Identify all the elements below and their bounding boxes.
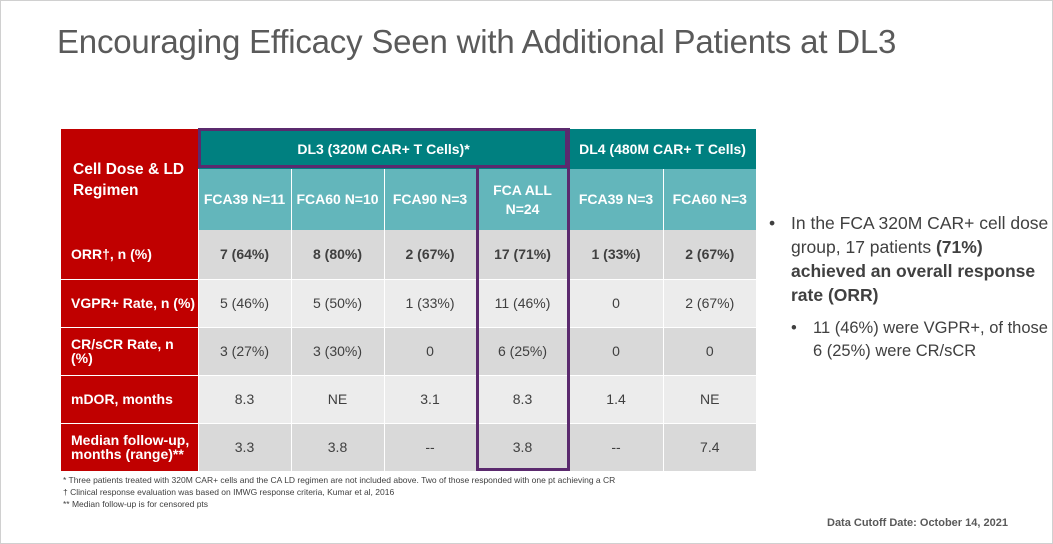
- table-cell: 1 (33%): [383, 279, 476, 328]
- bullet-main-bold: (71%) achieved an overall response rate …: [791, 237, 1036, 305]
- bullet-sub: • 11 (46%) were VGPR+, of those 6 (25%) …: [769, 317, 1049, 363]
- table-cell: NE: [662, 375, 757, 424]
- row-label: VGPR+ Rate, n (%): [61, 279, 198, 328]
- table-cell: 6 (25%): [475, 327, 570, 376]
- footnote: ** Median follow-up is for censored pts: [63, 499, 209, 509]
- column-header: FCA90 N=3: [383, 169, 476, 230]
- row-label: mDOR, months: [61, 375, 198, 424]
- column-header: FCA ALL N=24: [475, 169, 570, 230]
- data-cutoff-date: Data Cutoff Date: October 14, 2021: [827, 517, 1008, 529]
- bullet-main-text: In the FCA 320M CAR+ cell dose group, 17…: [791, 213, 1049, 257]
- column-header: FCA60 N=10: [290, 169, 384, 230]
- table-cell: 0: [568, 279, 664, 328]
- table-cell: 3.3: [197, 423, 291, 472]
- row-label: Median follow-up, months (range)**: [61, 423, 198, 472]
- row-label: CR/sCR Rate, n (%): [61, 327, 198, 376]
- bullet-sub-text: 11 (46%) were VGPR+, of those 6 (25%) we…: [813, 319, 1048, 360]
- table-row: VGPR+ Rate, n (%) 5 (46%) 5 (50%) 1 (33%…: [61, 279, 757, 328]
- table-row: mDOR, months 8.3 NE 3.1 8.3 1.4 NE: [61, 375, 757, 424]
- column-header: FCA39 N=3: [568, 169, 664, 230]
- group-header-dl3: DL3 (320M CAR+ T Cells)*: [198, 129, 570, 169]
- table-cell: 7.4: [662, 423, 757, 472]
- table-cell: 5 (46%): [197, 279, 291, 328]
- table-cell: 5 (50%): [290, 279, 384, 328]
- bullet-dot-icon: •: [769, 213, 776, 233]
- table-cell: 3 (30%): [290, 327, 384, 376]
- table-cell: 2 (67%): [662, 279, 757, 328]
- table-cell: --: [383, 423, 476, 472]
- table-cell: 2 (67%): [662, 230, 757, 280]
- table-cell: 0: [568, 327, 664, 376]
- efficacy-table: Cell Dose & LD Regimen DL3 (320M CAR+ T …: [61, 129, 757, 472]
- table-cell: 0: [662, 327, 757, 376]
- table-row: Median follow-up, months (range)** 3.3 3…: [61, 423, 757, 472]
- table-cell: 3 (27%): [197, 327, 291, 376]
- table-corner-header: Cell Dose & LD Regimen: [61, 129, 198, 230]
- group-header-dl4: DL4 (480M CAR+ T Cells): [569, 129, 757, 169]
- table-row: ORR†, n (%) 7 (64%) 8 (80%) 2 (67%) 17 (…: [61, 230, 757, 280]
- key-findings: • In the FCA 320M CAR+ cell dose group, …: [769, 211, 1049, 363]
- bullet-main: • In the FCA 320M CAR+ cell dose group, …: [769, 211, 1049, 307]
- table-cell: 8.3: [475, 375, 570, 424]
- table-cell: 1 (33%): [568, 230, 664, 280]
- table-cell: 17 (71%): [475, 230, 570, 280]
- table-cell: 3.1: [383, 375, 476, 424]
- footnote: † Clinical response evaluation was based…: [63, 487, 395, 497]
- column-header: FCA60 N=3: [662, 169, 757, 230]
- table-cell: 8 (80%): [290, 230, 384, 280]
- table-row: CR/sCR Rate, n (%) 3 (27%) 3 (30%) 0 6 (…: [61, 327, 757, 376]
- bullet-dot-icon: •: [791, 319, 797, 337]
- table-cell: 0: [383, 327, 476, 376]
- table-cell: NE: [290, 375, 384, 424]
- table-cell: 1.4: [568, 375, 664, 424]
- row-label: ORR†, n (%): [61, 230, 198, 280]
- column-header: FCA39 N=11: [197, 169, 291, 230]
- slide-title: Encouraging Efficacy Seen with Additiona…: [57, 23, 897, 60]
- table-cell: 7 (64%): [197, 230, 291, 280]
- footnote: * Three patients treated with 320M CAR+ …: [63, 475, 616, 485]
- table-cell: --: [568, 423, 664, 472]
- table-cell: 3.8: [475, 423, 570, 472]
- table-cell: 3.8: [290, 423, 384, 472]
- table-cell: 11 (46%): [475, 279, 570, 328]
- table-cell: 8.3: [197, 375, 291, 424]
- table-cell: 2 (67%): [383, 230, 476, 280]
